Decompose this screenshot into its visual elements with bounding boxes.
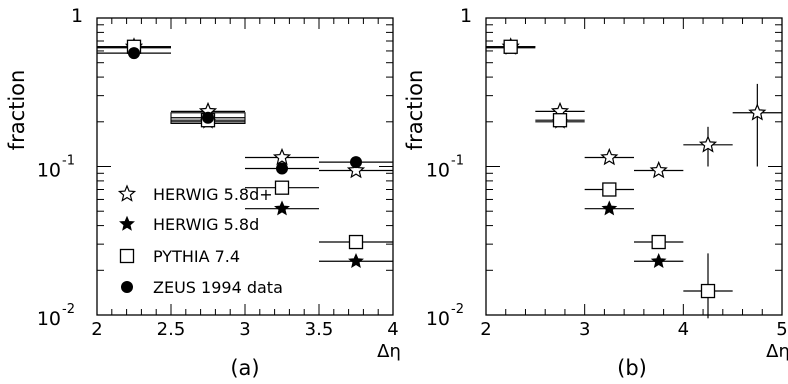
legend: HERWIG 5.8d+ HERWIG 5.8d PYTHIA 7.4 ZEUS 19… bbox=[117, 184, 283, 297]
x-tick-label-a: 2.5 bbox=[157, 319, 186, 340]
open-star-point-b bbox=[748, 103, 767, 121]
filled-star-point-b bbox=[601, 200, 618, 216]
x-axis-label-a: Δη bbox=[377, 341, 401, 362]
filled-circle-point-a bbox=[276, 162, 288, 175]
y-tick-exponent-a: -1 bbox=[62, 154, 75, 169]
open-square-point-b bbox=[503, 39, 518, 54]
legend-marker-open-square bbox=[119, 248, 135, 264]
y-tick-label-b: 10 bbox=[426, 308, 450, 330]
open-square-point-b bbox=[700, 283, 716, 299]
filled-circle-point-a bbox=[350, 156, 362, 169]
y-tick-exponent-b: -1 bbox=[451, 154, 464, 169]
legend-label: HERWIG 5.8d+ bbox=[153, 185, 273, 204]
filled-circle-point-a bbox=[128, 47, 140, 60]
x-tick-label-b: 2 bbox=[480, 319, 491, 340]
open-square-point-b bbox=[651, 234, 666, 250]
legend-label: PYTHIA 7.4 bbox=[153, 247, 240, 266]
x-tick-label-a: 3 bbox=[239, 319, 250, 340]
legend-label: ZEUS 1994 data bbox=[153, 278, 283, 297]
panel-label-a: (a) bbox=[230, 356, 259, 380]
filled-star-point-b bbox=[650, 253, 667, 268]
open-square-point-b bbox=[602, 182, 617, 197]
open-star-point-a bbox=[272, 147, 292, 166]
x-tick-label-a: 2 bbox=[91, 319, 102, 340]
x-axis-label-b: Δη bbox=[766, 341, 788, 362]
open-square-point-b bbox=[552, 113, 568, 128]
legend-marker-open-star bbox=[117, 184, 137, 202]
filled-star-point-a bbox=[348, 253, 364, 268]
x-tick-label-a: 4 bbox=[387, 319, 398, 340]
plot-frame-a bbox=[96, 17, 394, 316]
open-square-point-a bbox=[348, 234, 364, 250]
legend-label: HERWIG 5.8d bbox=[153, 215, 259, 234]
x-tick-label-b: 5 bbox=[776, 319, 787, 340]
y-tick-label-b: 1 bbox=[460, 5, 472, 27]
plot-frame-b bbox=[485, 17, 783, 316]
open-star-point-b bbox=[698, 135, 718, 153]
open-star-point-a bbox=[346, 160, 366, 179]
filled-circle-point-a bbox=[202, 111, 214, 124]
open-star-point-b bbox=[600, 147, 619, 166]
x-tick-label-a: 3.5 bbox=[305, 319, 334, 340]
x-tick-label-b: 3 bbox=[579, 319, 590, 340]
y-tick-label-b: 10 bbox=[426, 160, 450, 182]
panel-label-b: (b) bbox=[617, 356, 647, 380]
y-axis-label-a: fraction bbox=[5, 70, 29, 151]
y-tick-label-a: 1 bbox=[71, 5, 83, 27]
y-axis-label-b: fraction bbox=[403, 70, 427, 151]
open-star-point-b bbox=[649, 160, 668, 179]
filled-star-point-a bbox=[274, 200, 290, 216]
open-square-point-a bbox=[274, 180, 290, 195]
legend-marker-filled-star bbox=[119, 215, 135, 231]
y-tick-exponent-a: -2 bbox=[62, 302, 75, 317]
y-tick-label-a: 10 bbox=[37, 160, 61, 182]
legend-marker-filled-circle bbox=[121, 281, 133, 293]
x-tick-label-b: 4 bbox=[678, 319, 689, 340]
y-tick-label-a: 10 bbox=[37, 308, 61, 330]
y-tick-exponent-b: -2 bbox=[451, 302, 464, 317]
